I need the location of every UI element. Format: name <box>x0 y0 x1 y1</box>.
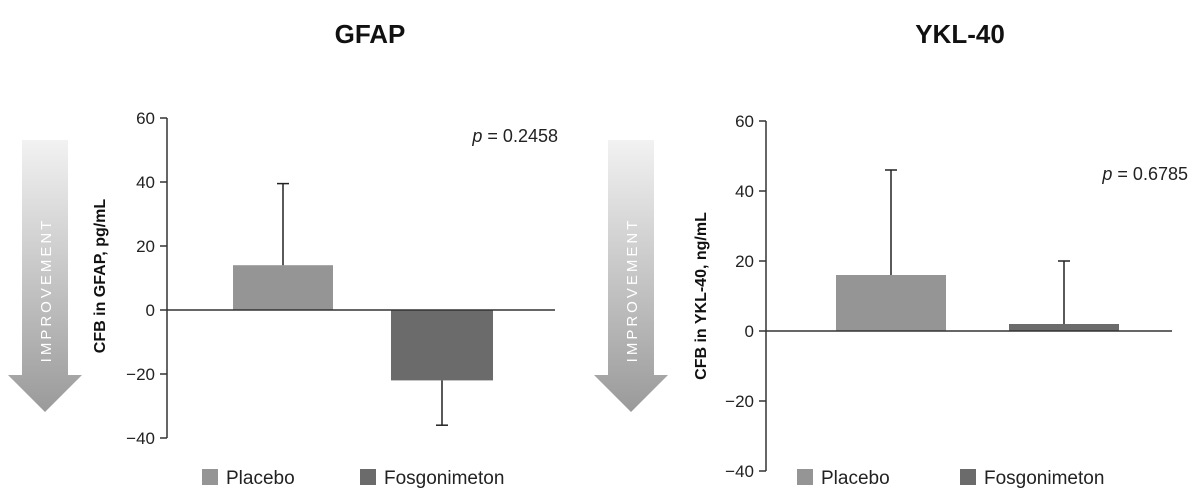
improvement-label: IMPROVEMENT <box>624 218 641 363</box>
gfap-chart: GFAP IMPROVEMENT CFB in GFAP, pg/mL p = … <box>8 19 558 489</box>
ykl40-chart: YKL-40 IMPROVEMENT CFB in YKL-40, ng/mL … <box>594 19 1188 489</box>
p-value: p = 0.6785 <box>1101 164 1188 184</box>
legend-label-placebo: Placebo <box>821 468 890 489</box>
y-axis-label: CFB in GFAP, pg/mL <box>92 199 109 354</box>
y-tick-label: 20 <box>136 237 155 256</box>
legend-swatch-fosgonimeton <box>960 469 976 485</box>
y-tick-label: −40 <box>126 429 155 448</box>
legend-swatch-placebo <box>797 469 813 485</box>
chart-title: GFAP <box>335 19 406 49</box>
y-tick-label: −20 <box>126 365 155 384</box>
bar-placebo <box>836 275 946 331</box>
improvement-arrow: IMPROVEMENT <box>8 140 82 412</box>
legend: Placebo Fosgonimeton <box>202 468 504 489</box>
p-value-text: = 0.6785 <box>1112 164 1188 184</box>
bar-fosgonimeton <box>1009 324 1119 331</box>
legend-swatch-fosgonimeton <box>360 469 376 485</box>
legend-swatch-placebo <box>202 469 218 485</box>
y-tick-label: 0 <box>745 322 754 341</box>
y-tick-label: 20 <box>735 252 754 271</box>
legend-label-placebo: Placebo <box>226 468 295 489</box>
plot-area: 60 40 20 0 −20 −40 <box>725 112 1172 481</box>
improvement-arrow-shape <box>8 140 82 412</box>
p-value-prefix: p <box>471 126 482 146</box>
bar-fosgonimeton <box>391 310 493 381</box>
y-tick-label: −40 <box>725 462 754 481</box>
y-tick-label: 0 <box>146 301 155 320</box>
y-axis-label: CFB in YKL-40, ng/mL <box>693 212 710 380</box>
chart-title: YKL-40 <box>915 19 1005 49</box>
y-tick-label: 40 <box>735 182 754 201</box>
improvement-label: IMPROVEMENT <box>38 218 55 363</box>
p-value-prefix: p <box>1101 164 1112 184</box>
improvement-arrow: IMPROVEMENT <box>594 140 668 412</box>
y-tick-label: 60 <box>136 109 155 128</box>
y-tick-label: 40 <box>136 173 155 192</box>
bar-placebo <box>233 265 333 310</box>
p-value-text: = 0.2458 <box>482 126 558 146</box>
p-value: p = 0.2458 <box>471 126 558 146</box>
legend-label-fosgonimeton: Fosgonimeton <box>384 468 504 489</box>
plot-area: 60 40 20 0 −20 −40 <box>126 109 555 448</box>
y-tick-label: −20 <box>725 392 754 411</box>
improvement-arrow-shape <box>594 140 668 412</box>
legend: Placebo Fosgonimeton <box>797 468 1104 489</box>
legend-label-fosgonimeton: Fosgonimeton <box>984 468 1104 489</box>
y-tick-label: 60 <box>735 112 754 131</box>
